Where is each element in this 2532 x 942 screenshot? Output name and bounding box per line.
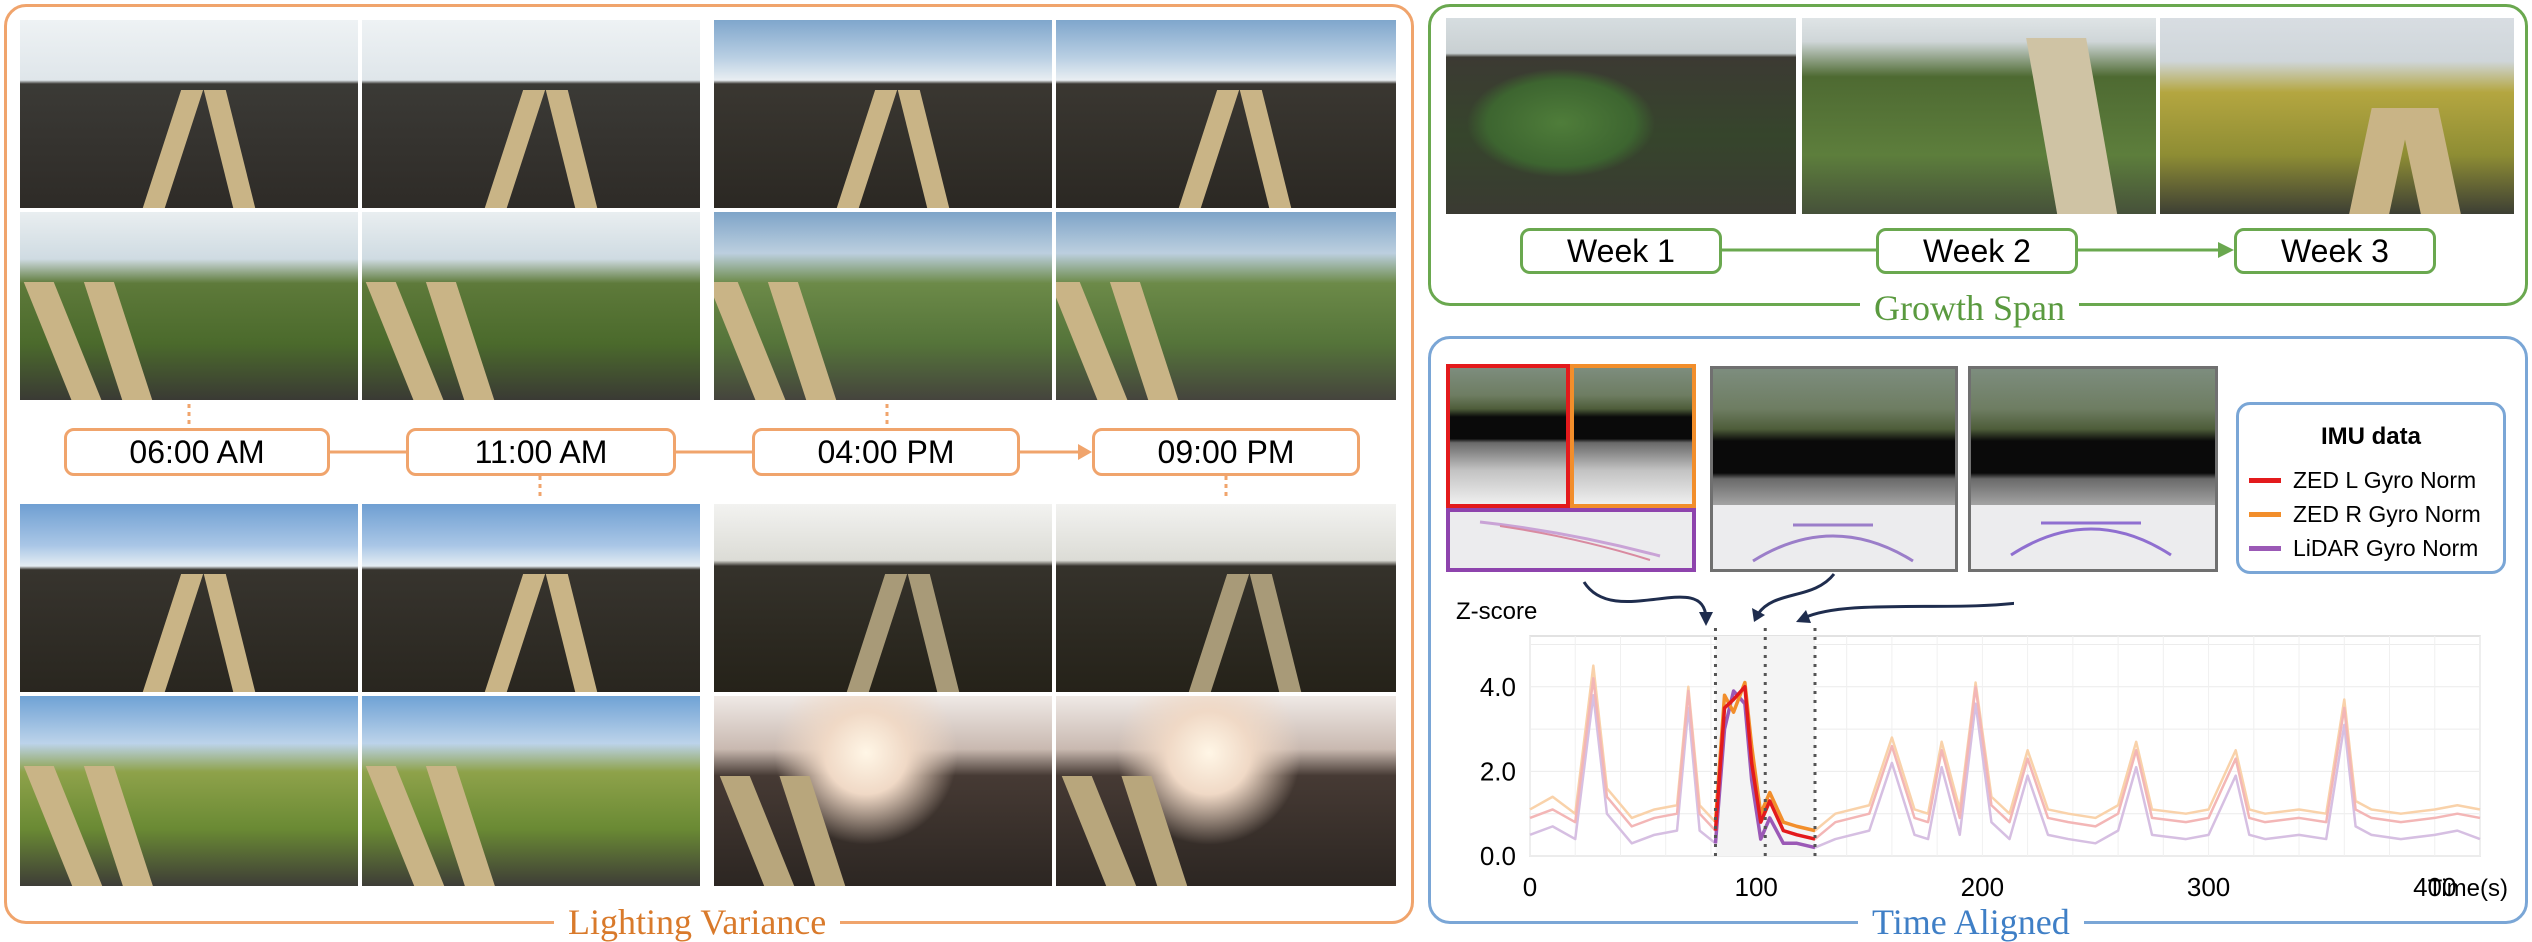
x-tick-label: 100 xyxy=(1734,872,1777,902)
photo-week-2 xyxy=(1802,18,2156,214)
photo-2100-crop-r xyxy=(1056,696,1396,886)
legend-swatch-lidar xyxy=(2249,546,2281,551)
photo-week-3 xyxy=(2160,18,2514,214)
series-line-aligned xyxy=(1713,689,1816,850)
legend-swatch-zed-l xyxy=(2249,478,2281,483)
lidar-view xyxy=(1446,508,1696,572)
growth-timeline xyxy=(1722,242,2234,258)
legend-item-zed-r: ZED R Gyro Norm xyxy=(2249,501,2481,528)
x-axis-label: Time(s) xyxy=(2428,875,2508,902)
legend-item-lidar: LiDAR Gyro Norm xyxy=(2249,535,2478,562)
x-tick-label: 200 xyxy=(1961,872,2004,902)
x-tick-label: 0 xyxy=(1523,872,1537,902)
y-tick-label: 0.0 xyxy=(1480,841,1516,871)
y-axis-label: Z-score xyxy=(1456,598,1538,625)
legend-label-zed-r: ZED R Gyro Norm xyxy=(2293,501,2481,527)
time-pill-1100: 11:00 AM xyxy=(406,428,676,476)
y-tick-label: 4.0 xyxy=(1480,672,1516,702)
week-pill-3: Week 3 xyxy=(2234,228,2436,274)
photo-1100-crop-r xyxy=(362,696,700,886)
photo-2100-crop xyxy=(714,696,1052,886)
photo-0600-crop xyxy=(20,212,358,400)
time-pill-2100: 09:00 PM xyxy=(1092,428,1360,476)
photo-2100-path-r xyxy=(1056,504,1396,692)
time-aligned-caption: Time Aligned xyxy=(1858,902,2084,942)
zed-left-depth-view xyxy=(1446,364,1570,508)
series-line-aligned xyxy=(1713,685,1816,841)
time-pill-0600: 06:00 AM xyxy=(64,428,330,476)
lighting-timeline xyxy=(187,404,1228,500)
photo-1600-path-r xyxy=(1056,20,1396,208)
photo-1100-path xyxy=(20,504,358,692)
legend-label-lidar: LiDAR Gyro Norm xyxy=(2293,535,2479,561)
week-pill-1: Week 1 xyxy=(1520,228,1722,274)
photo-1600-path xyxy=(714,20,1052,208)
legend-label-zed-l: ZED L Gyro Norm xyxy=(2293,467,2477,493)
zed-right-depth-view xyxy=(1570,364,1696,508)
imu-legend: IMU data ZED L Gyro Norm ZED R Gyro Norm… xyxy=(2236,402,2506,574)
x-tick-label: 400 xyxy=(2413,872,2456,902)
photo-0600-path xyxy=(20,20,358,208)
photo-2100-path xyxy=(714,504,1052,692)
photo-1600-crop-r xyxy=(1056,212,1396,400)
photo-1600-crop xyxy=(714,212,1052,400)
series-line-faded xyxy=(1529,689,2481,849)
alignment-arrows xyxy=(1582,573,2014,626)
sensor-view-2 xyxy=(1710,366,1958,572)
y-tick-label: 2.0 xyxy=(1480,756,1516,786)
legend-title: IMU data xyxy=(2320,423,2421,450)
series-line-faded xyxy=(1529,677,2481,841)
sensor-view-3 xyxy=(1968,366,2218,572)
x-tick-label: 300 xyxy=(2187,872,2230,902)
legend-swatch-zed-r xyxy=(2249,512,2281,517)
legend-item-zed-l: ZED L Gyro Norm xyxy=(2249,467,2476,494)
photo-1100-path-r xyxy=(362,504,700,692)
photo-1100-crop xyxy=(20,696,358,886)
photo-0600-path-r xyxy=(362,20,700,208)
time-pill-1600: 04:00 PM xyxy=(752,428,1020,476)
photo-0600-crop-r xyxy=(362,212,700,400)
lighting-variance-caption: Lighting Variance xyxy=(554,902,841,942)
week-pill-2: Week 2 xyxy=(1876,228,2078,274)
growth-span-caption: Growth Span xyxy=(1860,288,2079,328)
photo-week-1 xyxy=(1446,18,1796,214)
